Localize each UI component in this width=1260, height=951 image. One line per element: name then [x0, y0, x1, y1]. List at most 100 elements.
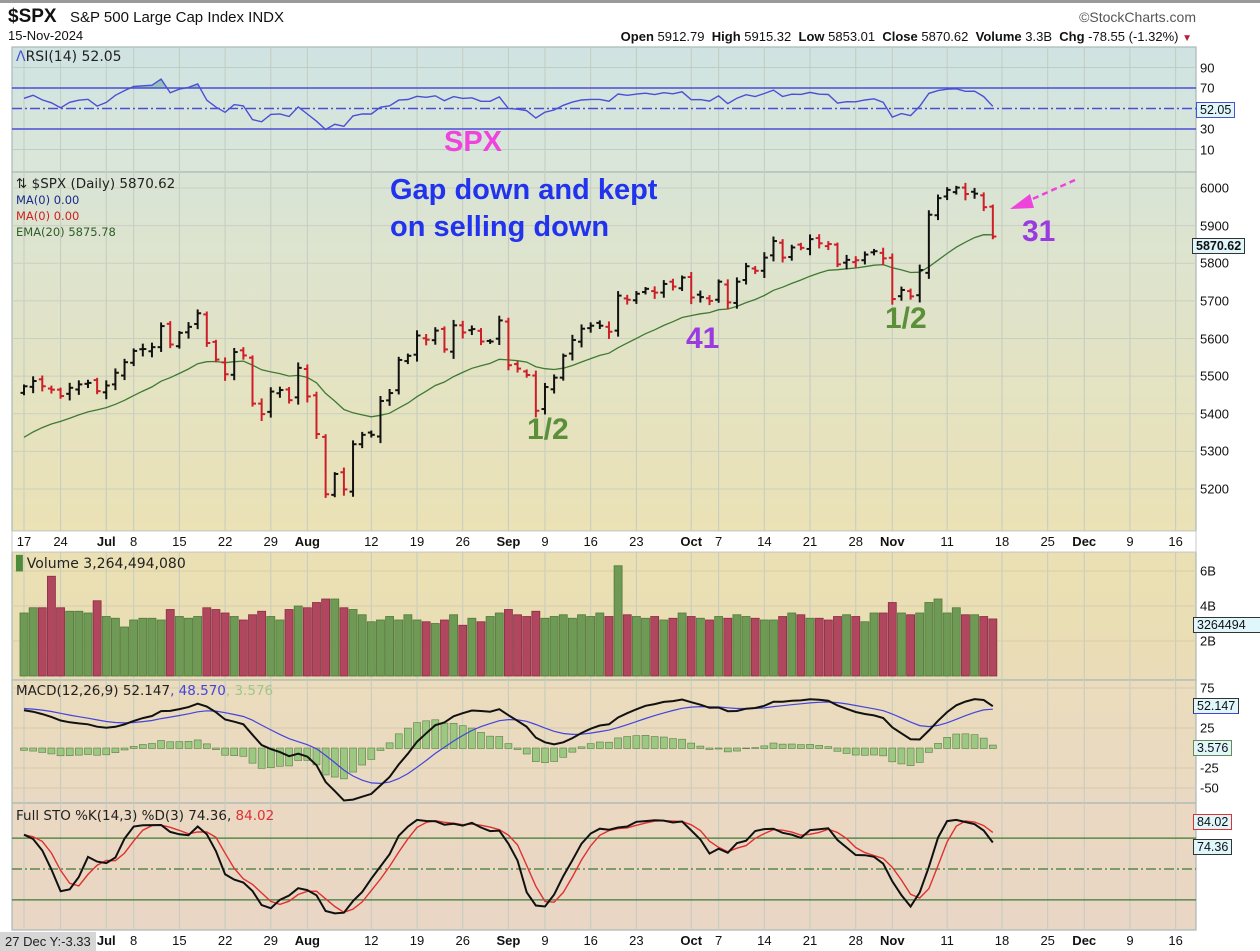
- date-tick-label-bottom: 14: [757, 933, 772, 948]
- date-tick-label-bottom: Nov: [880, 933, 905, 948]
- date-tick-label-bottom: 16: [1168, 933, 1183, 948]
- volume-bar: [577, 614, 586, 677]
- date-tick-label: 24: [53, 534, 68, 549]
- date-tick-label: Oct: [680, 534, 703, 549]
- volume-bar: [430, 623, 440, 677]
- volume-bar: [860, 621, 870, 677]
- volume-bar: [440, 619, 449, 677]
- macd-histogram-bar: [340, 747, 348, 780]
- volume-bar: [284, 609, 294, 677]
- macd-legend-hist: , 3.576: [225, 683, 274, 699]
- macd-histogram-bar: [84, 747, 92, 755]
- volume-bar: [412, 619, 422, 677]
- macd-histogram-bar: [367, 747, 376, 760]
- volume-bar: [540, 617, 550, 677]
- date-tick-label: Nov: [880, 534, 905, 549]
- volume-bar: [275, 619, 285, 677]
- annotation-gap-line1: Gap down and kept: [390, 174, 658, 206]
- macd-histogram-bar: [495, 736, 504, 749]
- rsi-tick-label: 10: [1200, 142, 1215, 157]
- date-tick-label-bottom: Jul: [96, 933, 116, 948]
- volume-bar: [138, 617, 148, 677]
- date-tick-label-bottom: 11: [940, 933, 954, 948]
- volume-bar: [723, 617, 733, 677]
- date-tick-label-bottom: 9: [541, 933, 549, 948]
- annotation-spx: SPX: [444, 126, 503, 158]
- macd-histogram-bar: [20, 747, 28, 751]
- date-tick-label: 23: [629, 534, 644, 549]
- ma2-legend: MA(0) 0.00: [16, 209, 80, 223]
- date-tick-label: Sep: [496, 534, 521, 549]
- macd-histogram-bar: [751, 747, 760, 749]
- sto-d-line: [23, 819, 994, 914]
- macd-legend: MACD(12,26,9) 52.147, 48.570, 3.576: [16, 683, 273, 699]
- macd-histogram-bar: [870, 747, 878, 756]
- volume-bar: [906, 614, 915, 677]
- volume-bar: [924, 602, 934, 677]
- volume-bar: [174, 616, 184, 677]
- volume-bar: [878, 612, 888, 677]
- macd-histogram-bar: [906, 747, 915, 766]
- macd-histogram-bar: [65, 747, 74, 757]
- volume-legend: ▋Volume 3,264,494,080: [16, 556, 186, 572]
- volume-bar: [814, 617, 824, 677]
- volume-bar: [869, 612, 879, 677]
- macd-histogram-bar: [596, 741, 604, 749]
- date-tick-label: Dec: [1072, 534, 1097, 549]
- volume-bar: [193, 616, 203, 677]
- volume-bar: [83, 612, 93, 677]
- date-tick-label-bottom: 7: [715, 933, 723, 948]
- open-label: Open: [620, 29, 654, 44]
- date-tick-label: 21: [802, 534, 818, 549]
- volume-bar: [156, 619, 166, 677]
- macd-histogram-bar: [47, 747, 56, 755]
- volume-tick-label: 2B: [1200, 633, 1216, 649]
- macd-histogram-bar: [632, 735, 641, 749]
- macd-histogram-bar: [897, 747, 906, 765]
- date-tick-label-bottom: 25: [1040, 933, 1055, 948]
- symbol-name: S&P 500 Large Cap Index INDX: [70, 9, 285, 26]
- volume-bar: [147, 617, 157, 677]
- annotation-gap-line2: on selling down: [390, 211, 610, 243]
- ohlc-bar-icon: ⇅: [16, 176, 28, 192]
- macd-histogram-bar: [879, 747, 887, 757]
- date-tick-label-bottom: Dec: [1072, 933, 1097, 948]
- volume-bar: [823, 619, 833, 677]
- low-label: Low: [798, 29, 825, 44]
- macd-histogram-bar: [970, 734, 979, 749]
- volume-bar: [915, 612, 925, 677]
- date-tick-label: 28: [848, 534, 863, 549]
- date-tick-label-bottom: 23: [629, 933, 644, 948]
- macd-histogram-bar: [394, 733, 403, 749]
- date-tick-label-bottom: 12: [364, 933, 379, 948]
- volume-bar: [631, 616, 641, 677]
- volume-bar: [531, 610, 541, 677]
- macd-histogram-bar: [541, 747, 549, 763]
- macd-histogram-bar: [678, 738, 686, 749]
- date-tick-label: 8: [130, 534, 138, 549]
- volume-bar: [293, 605, 303, 677]
- volume-bar: [348, 609, 358, 677]
- date-tick-label-bottom: Aug: [294, 933, 320, 948]
- macd-histogram-bar: [641, 734, 650, 749]
- date-tick-label-bottom: 21: [802, 933, 818, 948]
- price-panel: [11, 171, 1197, 532]
- ema-legend: EMA(20) 5875.78: [16, 225, 116, 239]
- macd-histogram-bar: [605, 741, 613, 749]
- date-tick-label: 18: [994, 534, 1010, 549]
- macd-tick-label: 25: [1200, 720, 1215, 736]
- stockcharts-logo[interactable]: ©StockCharts.com: [1079, 9, 1196, 25]
- macd-histogram-bar: [193, 739, 202, 749]
- volume-bar: [321, 598, 331, 677]
- date-tick-label: 29: [263, 534, 278, 549]
- volume-bar: [184, 617, 193, 677]
- volume-bar: [568, 617, 577, 677]
- date-tick-label-bottom: 9: [1126, 933, 1134, 948]
- volume-bar: [74, 610, 84, 677]
- volume-icon: ▋: [16, 556, 27, 572]
- macd-histogram-bar: [943, 737, 951, 749]
- date-tick-label-bottom: Sep: [496, 933, 521, 948]
- macd-histogram-bar: [586, 743, 595, 749]
- volume-bar: [165, 609, 175, 677]
- macd-histogram-bar: [175, 741, 184, 749]
